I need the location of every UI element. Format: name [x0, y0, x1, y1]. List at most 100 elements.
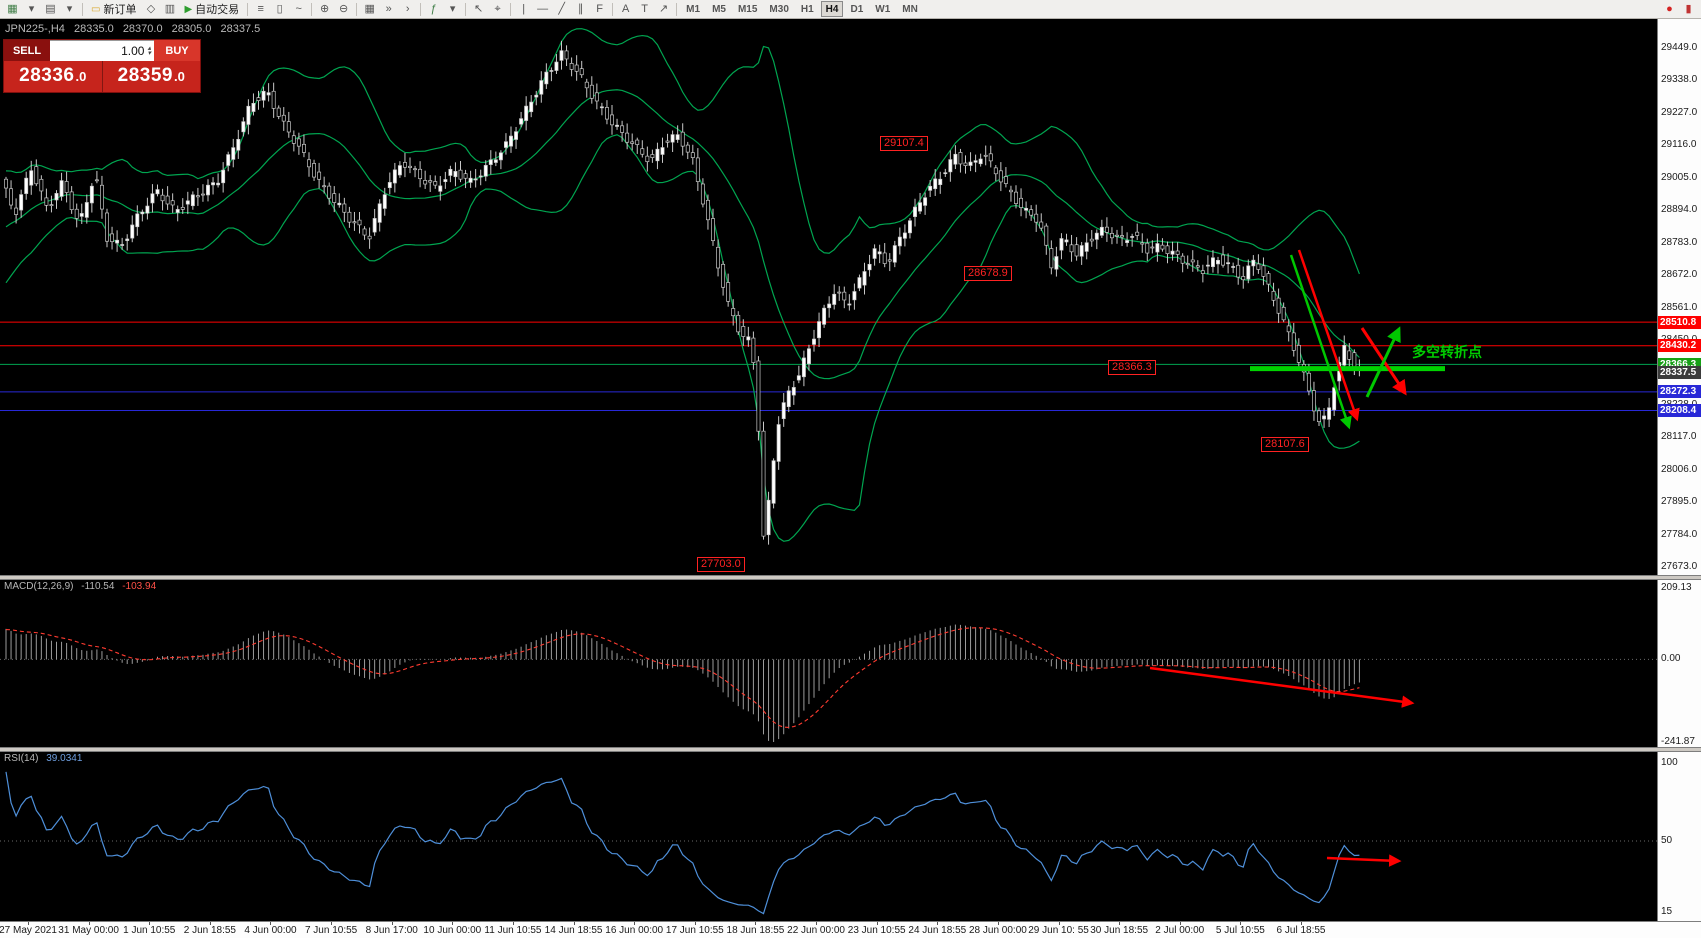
- time-axis-tick: [452, 922, 454, 925]
- time-axis-tick: [391, 922, 393, 925]
- autotrade-button[interactable]: ▶ 自动交易: [179, 1, 244, 17]
- macd-main-value: -110.54: [81, 581, 115, 592]
- sell-price-frac: .0: [75, 69, 87, 84]
- price-panel[interactable]: [0, 28, 1657, 545]
- price-callout-label[interactable]: 29107.4: [880, 136, 928, 151]
- trend-arrow-object[interactable]: [1326, 854, 1402, 867]
- zoom-in-icon[interactable]: ⊕: [320, 2, 330, 15]
- candle-body: [1226, 262, 1231, 265]
- line-chart-icon[interactable]: ~: [295, 2, 302, 15]
- candle-body: [418, 168, 423, 180]
- indicators-caret-icon[interactable]: ▾: [449, 2, 456, 15]
- buy-price-int: 28359: [117, 65, 173, 86]
- zoom-out-icon[interactable]: ⊖: [339, 2, 349, 15]
- tile-windows-icon[interactable]: ▦: [364, 2, 375, 15]
- new-chart-icon[interactable]: ▦: [7, 2, 18, 15]
- edge-clipped-icon[interactable]: ▮: [1685, 2, 1692, 15]
- label-icon[interactable]: T: [641, 2, 649, 15]
- candle-body: [796, 375, 801, 381]
- buy-button[interactable]: BUY: [154, 40, 200, 61]
- candle-body: [216, 182, 221, 186]
- candle-body: [837, 291, 842, 294]
- time-axis-label: 28 Jun 00:00: [968, 925, 1027, 936]
- candle-body: [29, 170, 34, 186]
- sell-price[interactable]: 28336 .0: [4, 61, 103, 92]
- horizontal-line-icon[interactable]: —: [537, 2, 549, 15]
- channel-icon[interactable]: ∥: [577, 2, 584, 15]
- indicators-icon[interactable]: ƒ: [430, 2, 437, 15]
- expert-advisors-icon[interactable]: ◇: [146, 2, 156, 15]
- vertical-line-icon[interactable]: |: [522, 2, 526, 15]
- sell-button[interactable]: SELL: [4, 40, 50, 61]
- trend-arrow-object[interactable]: [1297, 249, 1360, 422]
- price-callout-label[interactable]: 28678.9: [964, 266, 1012, 281]
- new-order-button[interactable]: ▭ 新订单: [86, 1, 141, 17]
- candle-body: [1034, 213, 1039, 223]
- price-axis[interactable]: 29449.0 29338.0 29227.0 29116.0 29005.0 28894…: [1657, 19, 1701, 938]
- trend-arrow-object[interactable]: [1365, 326, 1401, 398]
- time-axis[interactable]: 27 May 2021 31 May 00:00 1 Jun 10:55 2 Jun …: [0, 921, 1701, 938]
- price-callout-label[interactable]: 27703.0: [697, 557, 745, 572]
- candle-body: [1099, 226, 1104, 236]
- time-axis-label: 1 Jun 10:55: [123, 925, 176, 936]
- candle-body: [993, 167, 998, 175]
- trendline-icon[interactable]: ╱: [558, 2, 565, 15]
- volume-value: 1.00: [121, 44, 145, 58]
- time-axis-label: 27 May 2021: [0, 925, 57, 936]
- profiles-caret-icon[interactable]: ▾: [66, 2, 73, 15]
- candle-body: [1115, 234, 1119, 237]
- volume-stepper[interactable]: ▴ ▾: [147, 45, 151, 57]
- timeframe-button-m1[interactable]: M1: [686, 3, 701, 15]
- candle-body: [160, 194, 165, 202]
- notification-icon[interactable]: ●: [1666, 2, 1673, 15]
- timeframe-button-h1[interactable]: H1: [800, 3, 814, 15]
- buy-price[interactable]: 28359 .0: [103, 61, 201, 92]
- rsi-panel-splitter[interactable]: [0, 747, 1701, 752]
- timeframe-button-m15[interactable]: M15: [737, 3, 758, 15]
- candle-body: [1200, 270, 1205, 274]
- timeframe-button-m30[interactable]: M30: [769, 3, 789, 15]
- volume-up-icon[interactable]: ▴: [147, 45, 151, 52]
- timeframe-button-m5[interactable]: M5: [712, 3, 726, 15]
- chart-shift-icon[interactable]: ›: [405, 2, 410, 15]
- candle-body: [812, 338, 816, 345]
- arrows-icon[interactable]: ↗: [659, 2, 669, 15]
- macd-panel[interactable]: [0, 624, 1657, 742]
- fibonacci-icon[interactable]: F: [596, 2, 604, 15]
- candle-body: [1317, 410, 1321, 423]
- timeframe-button-h4[interactable]: H4: [820, 1, 844, 17]
- text-icon[interactable]: A: [621, 2, 630, 15]
- bars-chart-icon[interactable]: ≡: [257, 2, 264, 15]
- turning-point-text-object[interactable]: 多空转折点: [1412, 344, 1482, 360]
- crosshair-icon[interactable]: ⌖: [494, 2, 501, 15]
- trend-arrow-object[interactable]: [1289, 254, 1352, 430]
- auto-scroll-icon[interactable]: »: [385, 2, 392, 15]
- candle-body: [584, 81, 589, 89]
- macd-indicator-label: MACD(12,26,9) -110.54 -103.94: [4, 581, 156, 592]
- macd-panel-splitter[interactable]: [0, 575, 1701, 580]
- candle-body: [458, 169, 463, 180]
- volume-down-icon[interactable]: ▾: [147, 50, 151, 57]
- candle-body: [84, 202, 89, 218]
- price-callout-label[interactable]: 28107.6: [1261, 437, 1309, 452]
- candle-body: [281, 114, 286, 122]
- cursor-icon[interactable]: ↖: [474, 2, 484, 15]
- timeframe-button-d1[interactable]: D1: [850, 3, 864, 15]
- candle-body: [478, 175, 483, 178]
- candle-body: [367, 235, 372, 240]
- volume-field[interactable]: 1.00 ▴ ▾: [50, 40, 154, 61]
- profiles-icon[interactable]: ▤: [45, 2, 56, 15]
- price-callout-label[interactable]: 28366.3: [1108, 360, 1156, 375]
- candlestick-chart-icon[interactable]: ▯: [276, 2, 283, 15]
- candle-body: [923, 197, 928, 206]
- terminal-icon[interactable]: ▥: [164, 2, 176, 15]
- chart-type-caret-icon[interactable]: ▾: [28, 2, 35, 15]
- rsi-panel[interactable]: [0, 771, 1657, 915]
- candle-body: [145, 205, 150, 214]
- price-axis-label: 27895.0: [1661, 496, 1698, 508]
- trend-arrow-object[interactable]: [1149, 666, 1415, 708]
- timeframe-button-mn[interactable]: MN: [902, 3, 918, 15]
- timeframe-button-w1[interactable]: W1: [875, 3, 891, 15]
- time-axis-label: 7 Jun 10:55: [304, 925, 358, 936]
